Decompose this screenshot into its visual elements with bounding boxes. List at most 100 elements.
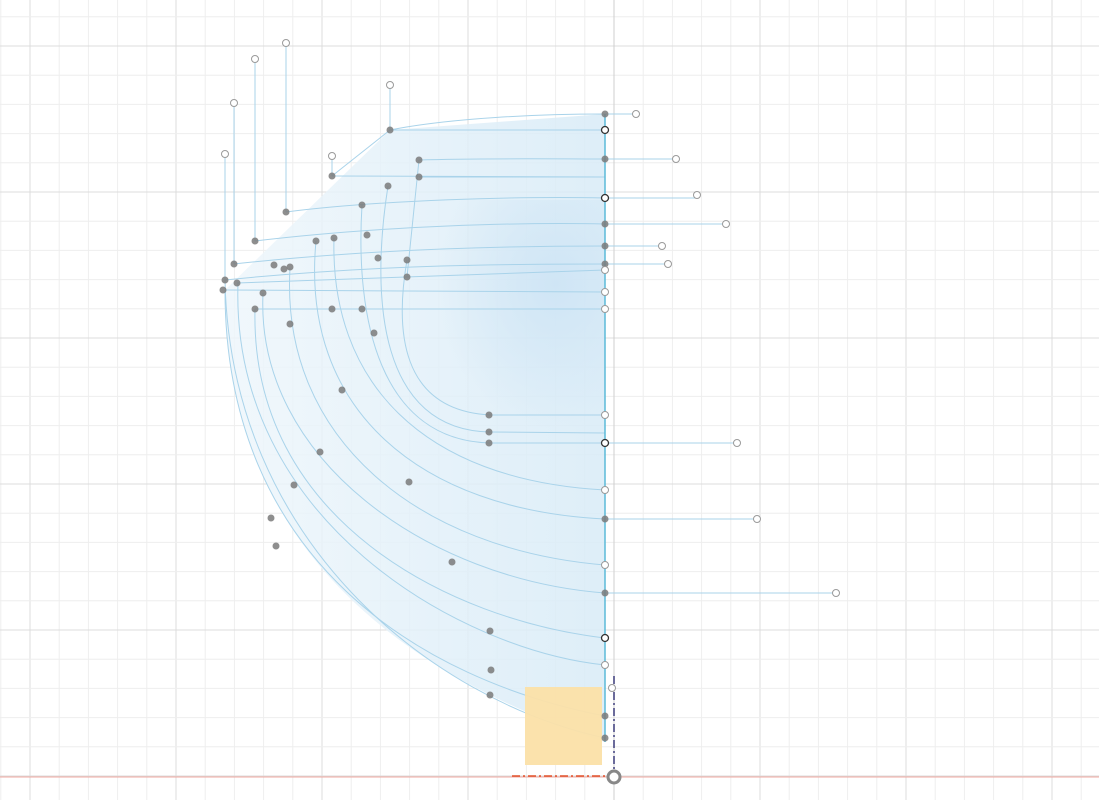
handle-point — [601, 661, 609, 669]
handle-point — [832, 589, 840, 597]
sketch-point — [358, 305, 366, 313]
sketch-point — [316, 448, 324, 456]
orange-region — [525, 687, 602, 765]
sketch-point — [601, 260, 609, 268]
sketch-point — [312, 237, 320, 245]
sketch-point — [601, 220, 609, 228]
handle-point — [608, 684, 616, 692]
sketch-point — [286, 263, 294, 271]
sketch-point — [601, 242, 609, 250]
sketch-point — [601, 734, 609, 742]
sketch-curve — [237, 282, 606, 666]
sketch-point — [267, 514, 275, 522]
handle-point — [328, 152, 336, 160]
handle-point — [672, 155, 680, 163]
sketch-point — [251, 237, 259, 245]
handle-point — [282, 39, 290, 47]
sketch-point — [282, 208, 290, 216]
sketch-point — [415, 173, 423, 181]
sketch-point — [230, 260, 238, 268]
sketch-point — [328, 305, 336, 313]
sketch-curve — [401, 259, 605, 416]
handle-point — [230, 99, 238, 107]
sketch-point — [370, 329, 378, 337]
sketch-point — [259, 289, 267, 297]
sketch-point — [601, 110, 609, 118]
sketch-curve — [236, 269, 606, 284]
sketch-point — [601, 515, 609, 523]
sketch-point — [272, 542, 280, 550]
handle-point — [722, 220, 730, 228]
sketch-point — [270, 261, 278, 269]
handle-point — [632, 110, 640, 118]
sketch-point — [601, 712, 609, 720]
sketch-point — [415, 156, 423, 164]
sketch-curve — [331, 175, 606, 178]
sketch-curve — [224, 263, 606, 281]
sketch-point — [405, 478, 413, 486]
sketch-curve — [360, 204, 605, 444]
sketch-point — [601, 589, 609, 597]
sketch-curve — [254, 308, 606, 639]
handle-point — [601, 288, 609, 296]
origin[interactable] — [606, 769, 622, 785]
sketch-point — [221, 276, 229, 284]
sketch-point — [363, 231, 371, 239]
sketch-curve — [285, 197, 606, 213]
sketch-point — [328, 172, 336, 180]
sketch-point — [330, 234, 338, 242]
profile-inner — [407, 200, 605, 440]
fixed-point — [600, 193, 610, 203]
sketch-curve — [254, 223, 606, 242]
sketch-point — [374, 254, 382, 262]
sketch-curve — [314, 240, 606, 520]
sketch-curve — [289, 267, 606, 566]
sketch-curves — [224, 43, 836, 739]
handle-point — [601, 266, 609, 274]
sketch-point — [601, 155, 609, 163]
sketch-curve — [418, 158, 606, 161]
handle-point — [693, 191, 701, 199]
handle-point — [251, 55, 259, 63]
sketch-point — [358, 201, 366, 209]
sketch-point — [290, 481, 298, 489]
sketch-curve — [389, 113, 606, 131]
sketch-point — [448, 558, 456, 566]
sketch-point — [219, 286, 227, 294]
sketch-points — [219, 39, 840, 742]
sketch-point — [280, 265, 288, 273]
sketch-point — [286, 320, 294, 328]
sketch-curve — [333, 237, 606, 491]
sketch-point — [251, 305, 259, 313]
sketch-point — [384, 182, 392, 190]
handle-point — [733, 439, 741, 447]
sketch-point — [403, 273, 411, 281]
handle-point — [664, 260, 672, 268]
handle-point — [658, 242, 666, 250]
sketch-point — [486, 691, 494, 699]
sketch-point — [338, 386, 346, 394]
sketch-point — [485, 411, 493, 419]
fixed-point — [600, 438, 610, 448]
sketch-point — [485, 439, 493, 447]
sketch-point — [386, 126, 394, 134]
handle-point — [601, 411, 609, 419]
handle-point — [601, 305, 609, 313]
handle-point — [753, 515, 761, 523]
sketch-curve — [331, 129, 391, 177]
sketch-curve — [224, 289, 606, 293]
sketch-curve — [380, 185, 606, 434]
sketch-curve — [233, 245, 606, 265]
handle-point — [221, 150, 229, 158]
fixed-point — [600, 633, 610, 643]
sketch-point — [233, 279, 241, 287]
sketch-point — [486, 627, 494, 635]
sketch-point — [403, 256, 411, 264]
fixed-point — [600, 125, 610, 135]
sketch-point — [485, 428, 493, 436]
sketch-point — [487, 666, 495, 674]
handle-point — [601, 561, 609, 569]
sketch-curve — [262, 292, 606, 594]
